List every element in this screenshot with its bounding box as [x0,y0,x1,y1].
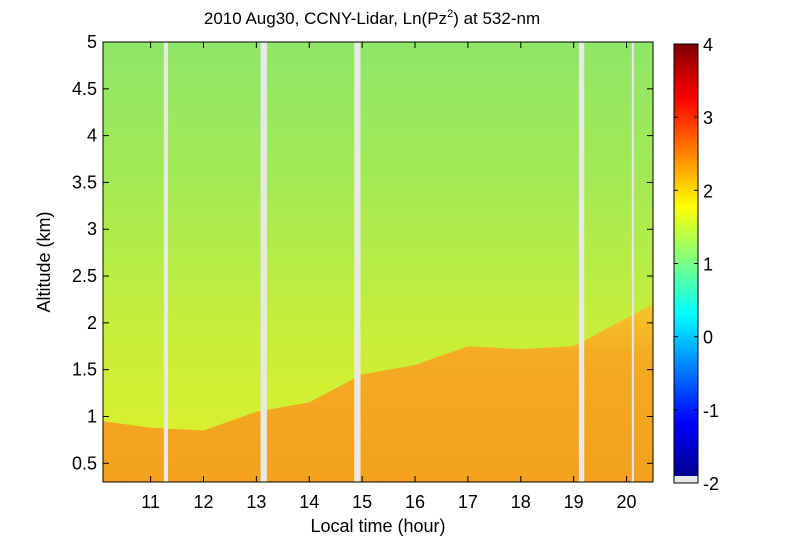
plot-frame [102,41,654,483]
chart-title-end: ) at 532-nm [453,9,540,28]
colorbar-tick-label: 2 [703,181,713,201]
data-gap [163,42,169,482]
chart-title: 2010 Aug30, CCNY-Lidar, Ln(Pz2) at 532-n… [204,8,540,28]
boundary-layer-region [103,304,653,482]
x-tick-label: 20 [617,492,637,512]
x-tick-label: 14 [299,492,319,512]
x-tick-label: 15 [352,492,372,512]
y-axis: 0.5 1 1.5 2 2.5 3 3.5 4 4.5 5 [72,32,653,473]
x-tick-label: 16 [405,492,425,512]
colorbar-tick-label: -1 [703,401,719,421]
colorbar-tick-label: 0 [703,328,713,348]
x-tick-label: 17 [458,492,478,512]
y-tick-label: 2.5 [72,266,97,286]
data-gap [578,42,585,482]
x-tick-label: 19 [564,492,584,512]
x-axis-label: Local time (hour) [310,516,445,536]
x-tick-label: 11 [141,492,160,512]
x-tick-label: 13 [246,492,266,512]
chart-title-main: 2010 Aug30, CCNY-Lidar, Ln(Pz [204,9,447,28]
x-tick-label: 12 [193,492,213,512]
colorbar-tick-label: -2 [703,474,719,494]
colorbar-tick-label: 4 [703,35,713,55]
data-gap [631,42,634,482]
y-tick-label: 4.5 [72,79,97,99]
data-gap [354,42,361,482]
data-gap [260,42,267,482]
data-gaps [163,42,634,482]
y-axis-label: Altitude (km) [34,211,54,312]
y-tick-label: 2 [87,313,97,333]
y-tick-label: 5 [87,32,97,52]
x-axis: 11 12 13 14 15 16 17 18 19 20 [141,42,637,512]
chart-title-superscript: 2 [447,8,453,20]
y-tick-label: 1.5 [72,360,97,380]
y-tick-label: 3.5 [72,172,97,192]
colorbar-nodata-swatch [674,476,698,483]
y-tick-label: 4 [87,126,97,146]
plot-area [103,42,653,482]
colorbar-tick-label: 1 [703,255,713,275]
x-tick-label: 18 [511,492,531,512]
colorbar-gradient [674,44,698,476]
colorbar: -2 -1 0 1 2 3 4 [673,35,719,494]
colorbar-tick-label: 3 [703,108,713,128]
y-tick-label: 3 [87,219,97,239]
y-tick-label: 1 [87,406,97,426]
colorbar-ticks: -2 -1 0 1 2 3 4 [674,35,719,494]
y-tick-label: 0.5 [72,453,97,473]
